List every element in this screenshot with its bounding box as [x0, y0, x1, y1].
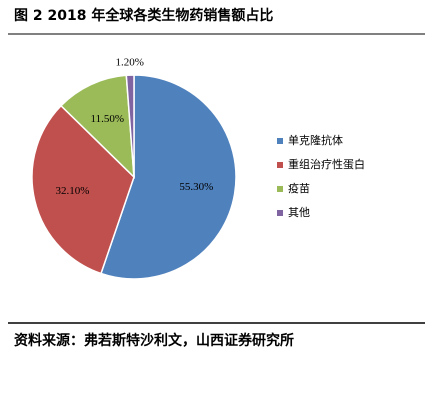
pie-slice	[125, 74, 135, 178]
legend-marker	[277, 186, 283, 192]
data-label: 55.30%	[179, 181, 213, 193]
legend-label: 单克隆抗体	[288, 133, 343, 147]
source: 资料来源：弗若斯特沙利文，山西证券研究所	[14, 332, 294, 349]
legend-marker	[277, 138, 283, 144]
chart-title: 图 2 2018 年全球各类生物药销售额占比	[14, 7, 273, 24]
data-label: 1.20%	[115, 57, 143, 69]
legend-marker	[277, 162, 283, 168]
pie-slice	[31, 104, 135, 275]
legend-label: 重组治疗性蛋白	[288, 157, 365, 171]
legend-label: 疫苗	[288, 181, 310, 195]
legend-label: 其他	[288, 206, 310, 219]
data-label: 11.50%	[91, 113, 125, 125]
legend-marker	[277, 210, 283, 216]
data-label: 32.10%	[56, 185, 90, 197]
pie-slice	[59, 74, 135, 179]
